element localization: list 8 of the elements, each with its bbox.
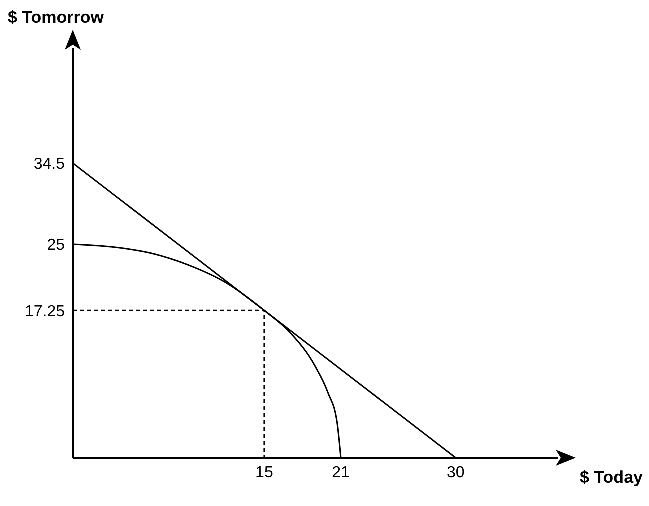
x-tick-label: 30: [446, 464, 465, 482]
x-tick-label: 21: [332, 464, 350, 482]
y-axis-title: $ Tomorrow: [8, 8, 104, 28]
y-tick-label: 34.5: [34, 156, 66, 173]
x-axis-title: $ Today: [580, 468, 643, 488]
y-tick-label: 17.25: [24, 303, 66, 320]
y-tick-label: 25: [47, 237, 66, 254]
x-tick-label: 15: [256, 464, 274, 482]
